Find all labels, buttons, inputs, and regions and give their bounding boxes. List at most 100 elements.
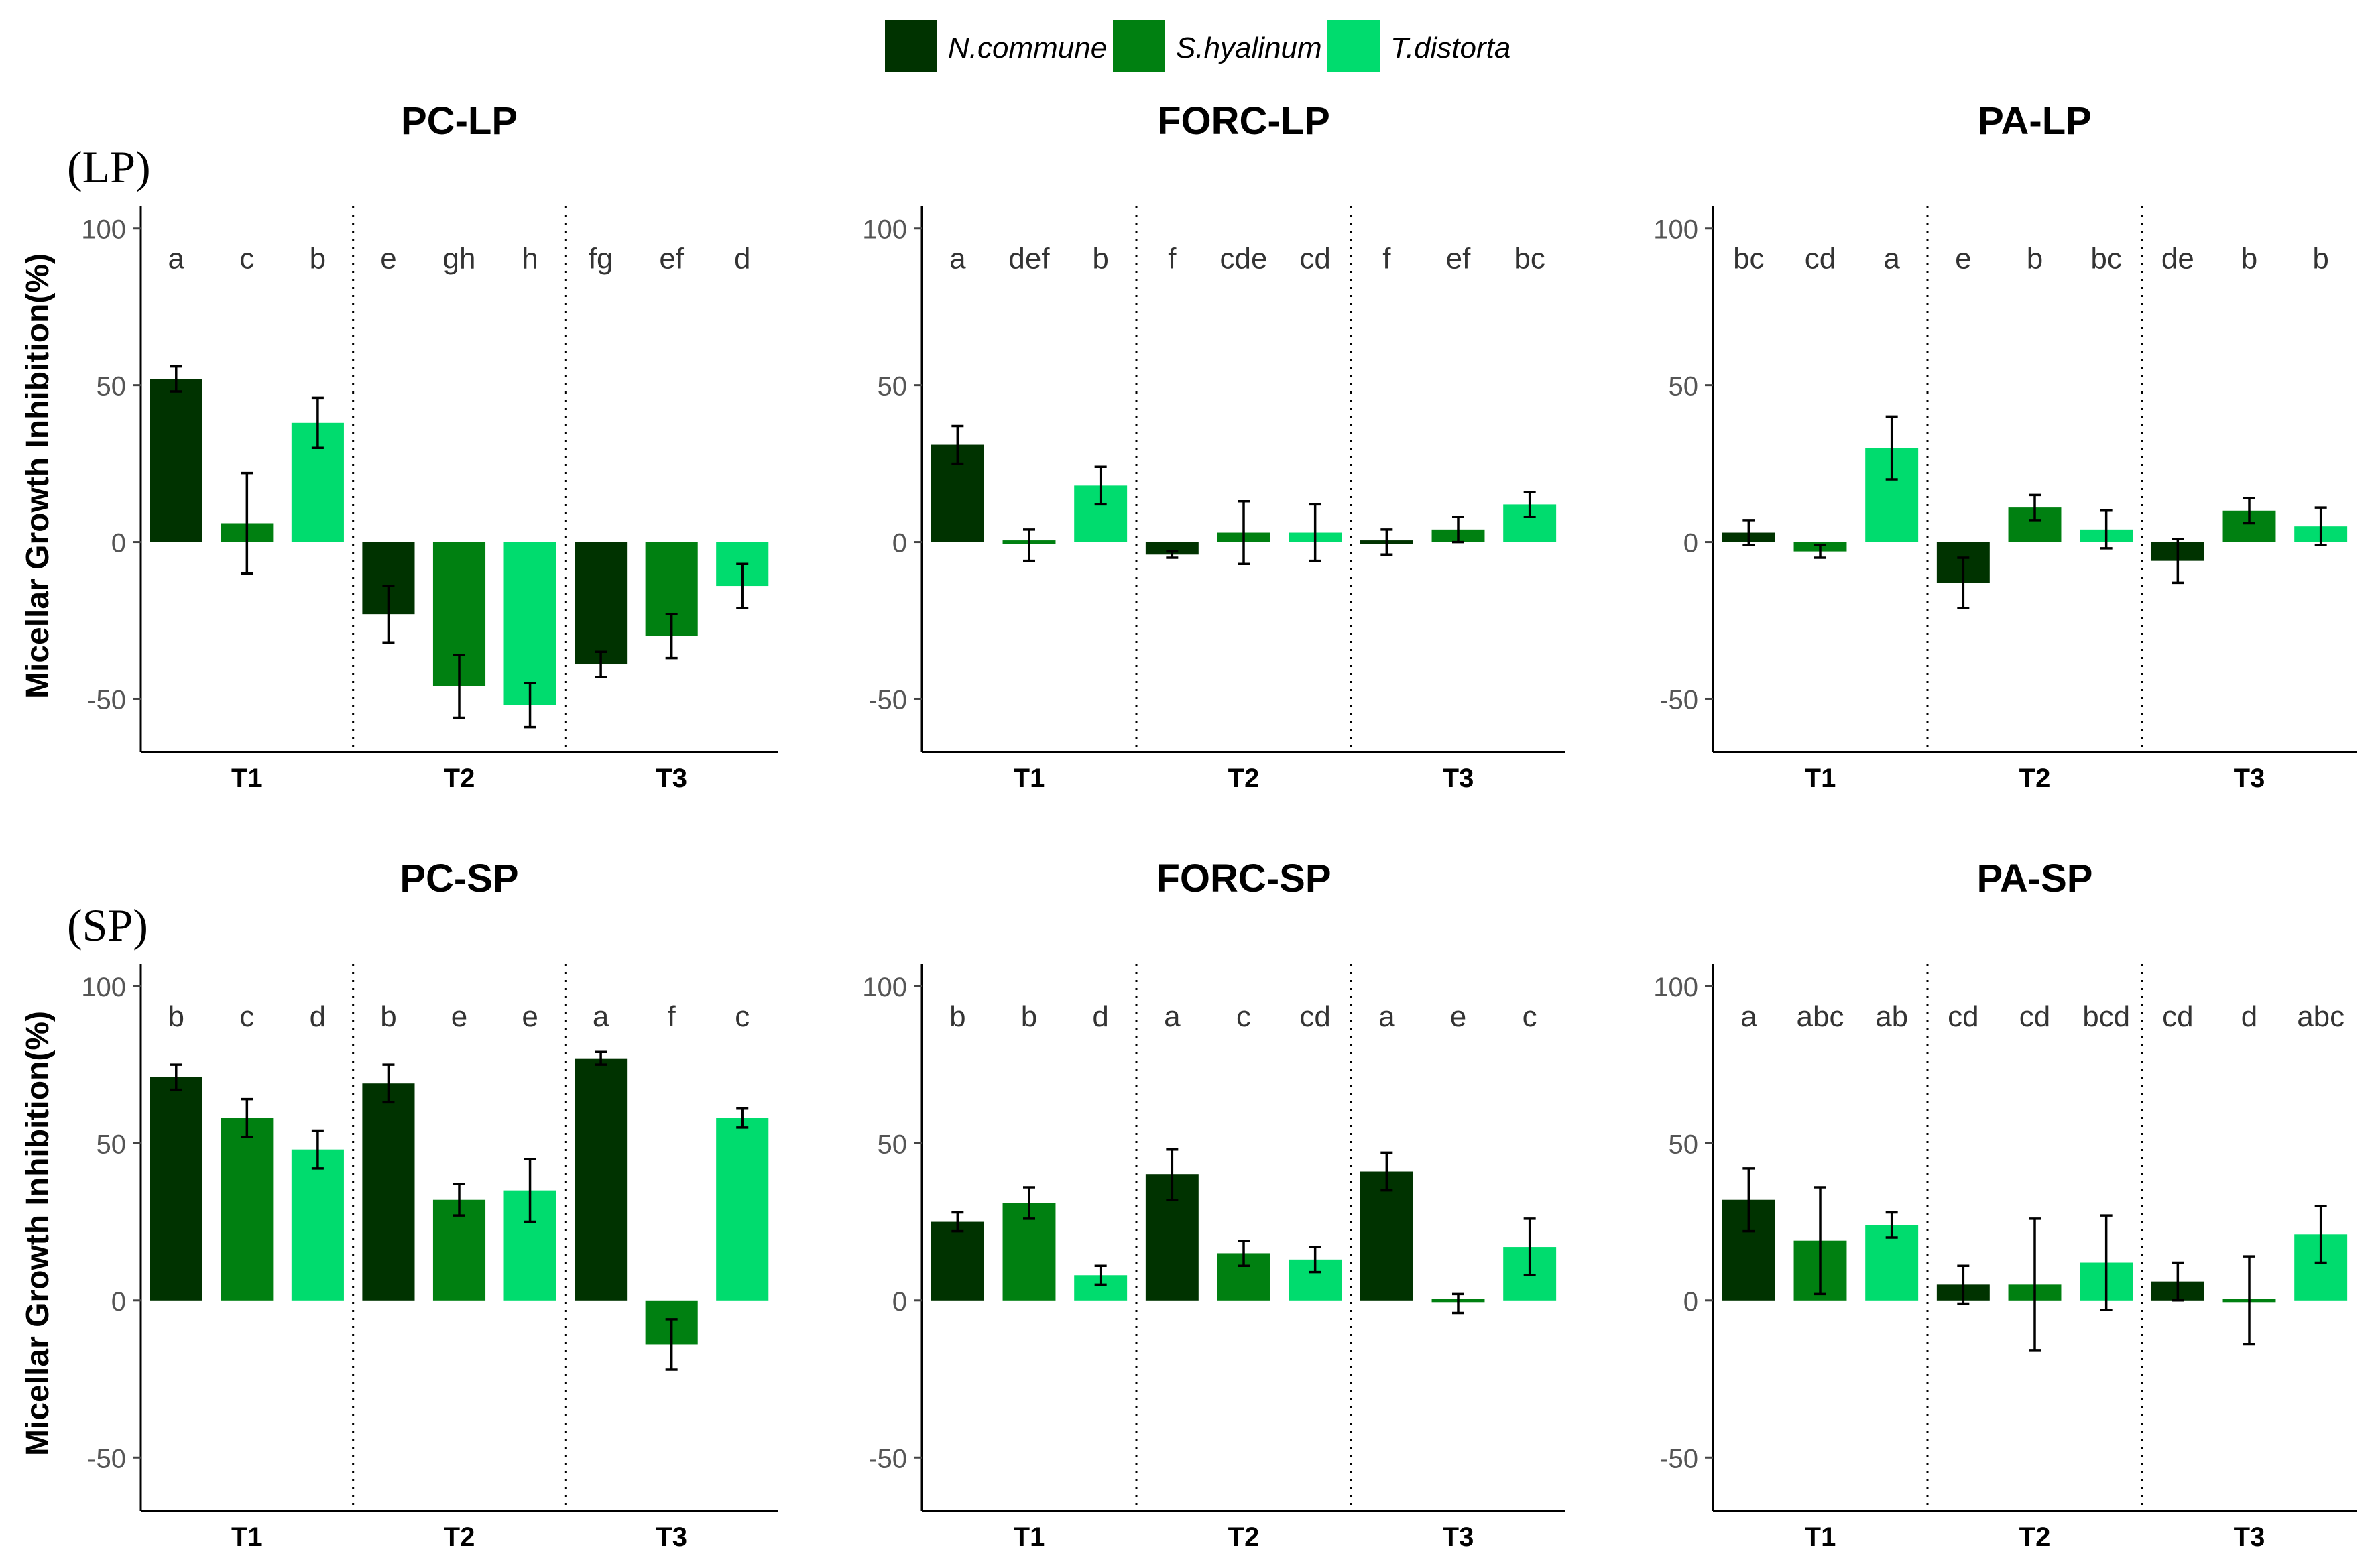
y-tick-label: 0: [1683, 529, 1698, 558]
significance-letter: bcd: [2082, 1000, 2130, 1033]
y-tick-label: -50: [87, 685, 126, 715]
bar: [221, 1118, 274, 1301]
group-label: T1: [1014, 1522, 1045, 1552]
significance-letter: ef: [1446, 243, 1471, 276]
y-tick-label: 50: [878, 1130, 908, 1159]
row-label-sp: (SP): [67, 900, 148, 951]
y-tick-label: 100: [862, 215, 907, 245]
significance-letter: cd: [1299, 243, 1330, 276]
bar: [503, 542, 556, 705]
group-label: T2: [2019, 1522, 2051, 1552]
significance-letter: b: [2312, 243, 2328, 276]
significance-letter: b: [1021, 1000, 1037, 1033]
legend-swatch-1: [885, 20, 937, 72]
significance-letter: c: [735, 1000, 750, 1033]
significance-letter: a: [593, 1000, 609, 1033]
significance-letter: e: [451, 1000, 467, 1033]
significance-letter: b: [2241, 243, 2257, 276]
significance-letter: ab: [1875, 1000, 1908, 1033]
group-label: T3: [656, 764, 687, 793]
significance-letter: cd: [1805, 243, 1836, 276]
significance-letter: e: [522, 1000, 538, 1033]
y-tick-label: -50: [868, 685, 907, 715]
significance-letter: e: [1450, 1000, 1466, 1033]
significance-letter: b: [949, 1000, 965, 1033]
significance-letter: cd: [2019, 1000, 2050, 1033]
y-tick-label: -50: [1659, 1444, 1698, 1473]
panel-pa-lp: PA-LP 100 50 0 -50 bc cd a e b bc de b b T1 T2 T3: [1653, 99, 2357, 793]
group-label: T2: [444, 1522, 475, 1552]
panel-title: PC-SP: [400, 857, 518, 900]
group-label: T3: [656, 1522, 687, 1552]
significance-letter: cde: [1220, 243, 1268, 276]
significance-letter: c: [239, 243, 254, 276]
significance-letter: ef: [659, 243, 684, 276]
group-label: T3: [2234, 1522, 2265, 1552]
significance-letter: bc: [1514, 243, 1545, 276]
significance-letter: abc: [2297, 1000, 2344, 1033]
y-tick-label: 50: [1669, 1130, 1699, 1159]
legend-swatch-2: [1113, 20, 1165, 72]
group-label: T1: [231, 1522, 263, 1552]
significance-letter: a: [949, 243, 966, 276]
y-tick-label: 50: [97, 372, 127, 402]
y-tick-label: 0: [1683, 1287, 1698, 1317]
significance-letter: c: [1523, 1000, 1537, 1033]
panel-title: FORC-SP: [1156, 857, 1331, 900]
legend-label-3: T.distorta: [1390, 32, 1510, 64]
bar: [931, 1221, 984, 1301]
group-label: T2: [444, 764, 475, 793]
y-tick-label: 100: [1653, 215, 1698, 245]
y-tick-label: 100: [862, 973, 907, 1002]
legend-label-2: S.hyalinum: [1176, 32, 1322, 64]
bar: [362, 1083, 415, 1301]
bar: [291, 1149, 344, 1301]
significance-letter: d: [734, 243, 750, 276]
significance-letter: a: [1378, 1000, 1395, 1033]
significance-letter: f: [1382, 243, 1391, 276]
significance-letter: c: [1236, 1000, 1251, 1033]
y-tick-label: 0: [892, 1287, 907, 1317]
significance-letter: e: [380, 243, 396, 276]
row-label-lp: (LP): [67, 141, 151, 192]
bar: [150, 379, 202, 542]
panel-title: PA-SP: [1977, 857, 2093, 900]
panel-title: FORC-LP: [1157, 99, 1330, 143]
panel-forc-lp: FORC-LP 100 50 0 -50 a def b f cde cd f ef bc T1 T2 T3: [862, 99, 1565, 793]
significance-letter: a: [1164, 1000, 1181, 1033]
significance-letter: c: [239, 1000, 254, 1033]
significance-letter: abc: [1797, 1000, 1844, 1033]
panel-title: PA-LP: [1978, 99, 2092, 143]
bar: [575, 1058, 628, 1301]
y-tick-label: 50: [878, 372, 908, 402]
group-label: T3: [1443, 764, 1474, 793]
significance-letter: f: [1168, 243, 1177, 276]
group-label: T2: [1228, 764, 1260, 793]
y-tick-label: -50: [87, 1444, 126, 1473]
y-axis-label-bottom: Micellar Growth Inhibition(%): [20, 1011, 56, 1456]
y-tick-label: -50: [1659, 685, 1698, 715]
y-tick-label: 0: [892, 529, 907, 558]
panel-forc-sp: FORC-SP 100 50 0 -50 b b d a c cd a e c T1 T2 T3: [862, 857, 1565, 1552]
significance-letter: d: [310, 1000, 326, 1033]
significance-letter: d: [1092, 1000, 1108, 1033]
significance-letter: fg: [589, 243, 613, 276]
bar: [716, 1118, 769, 1301]
group-label: T1: [1014, 764, 1045, 793]
legend-label-1: N.commune: [948, 32, 1107, 64]
significance-letter: e: [1955, 243, 1971, 276]
legend-swatch-3: [1327, 20, 1380, 72]
significance-letter: de: [2161, 243, 2194, 276]
y-tick-label: 50: [1669, 372, 1699, 402]
y-tick-label: 0: [111, 1287, 126, 1317]
significance-letter: def: [1008, 243, 1050, 276]
significance-letter: b: [168, 1000, 184, 1033]
significance-letter: f: [668, 1000, 676, 1033]
significance-letter: cd: [1299, 1000, 1330, 1033]
group-label: T3: [2234, 764, 2265, 793]
bar: [1145, 542, 1199, 555]
significance-letter: b: [310, 243, 326, 276]
